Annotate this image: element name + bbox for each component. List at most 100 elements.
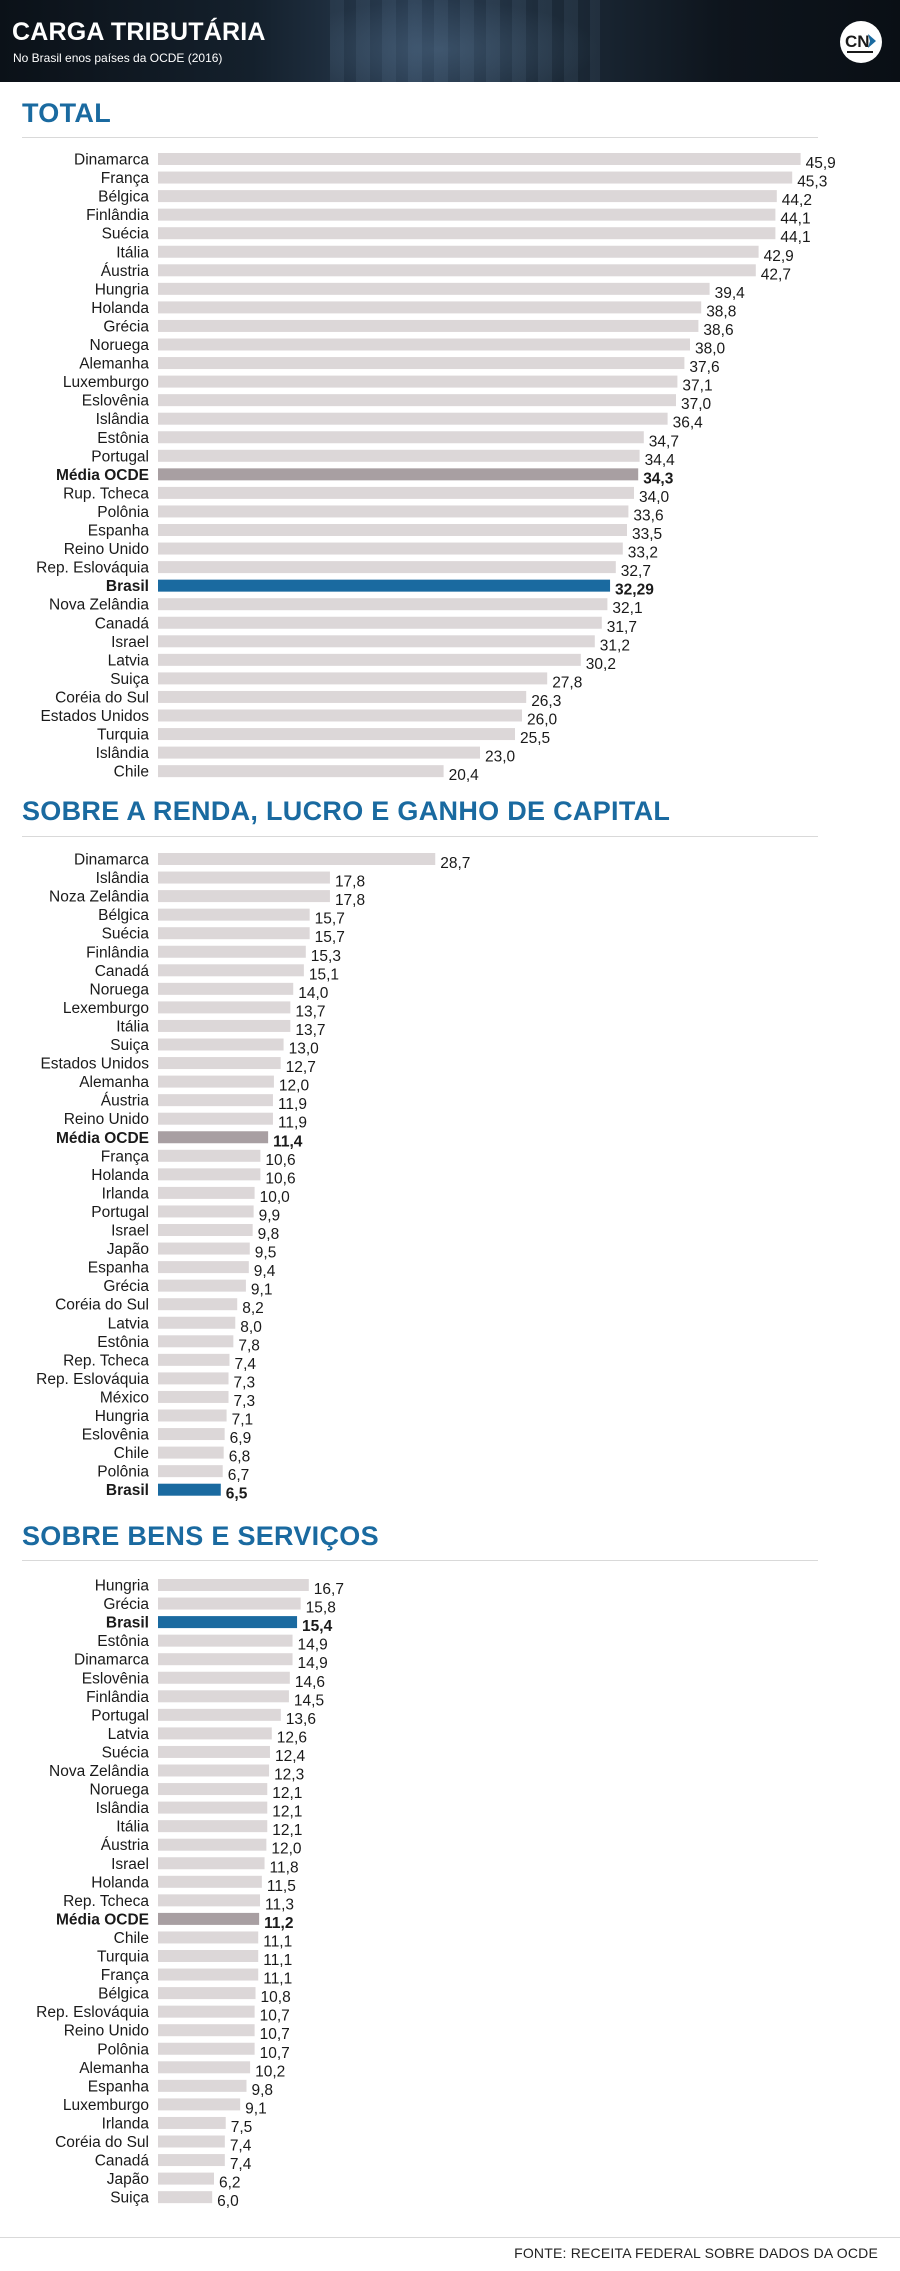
category-label: Brasil: [106, 578, 149, 595]
category-label: Israel: [111, 1223, 149, 1240]
bar: [158, 505, 629, 518]
category-label: Israel: [111, 1856, 149, 1873]
value-label: 31,2: [600, 637, 630, 654]
bar: [158, 1001, 291, 1014]
bar: [158, 728, 515, 741]
bar: [158, 412, 668, 425]
value-label: 32,7: [621, 563, 651, 580]
bar: [158, 1205, 254, 1218]
value-label: 33,2: [628, 545, 658, 562]
bar: [158, 1465, 223, 1478]
bar: [158, 1634, 293, 1647]
value-label: 15,3: [311, 948, 341, 965]
value-label: 12,1: [272, 1804, 302, 1821]
category-label: Latvia: [108, 1315, 150, 1332]
category-label: Chile: [114, 1930, 149, 1947]
bar: [158, 1801, 268, 1814]
bar: [158, 1838, 267, 1851]
category-label: Turquia: [97, 1949, 149, 1966]
bar: [158, 1372, 229, 1385]
value-label: 32,29: [615, 582, 654, 599]
category-label: Espanha: [88, 523, 150, 540]
category-label: Hungria: [95, 1408, 150, 1425]
category-label: Canadá: [95, 963, 150, 980]
value-label: 10,6: [265, 1152, 295, 1169]
value-label: 9,1: [251, 1282, 273, 1299]
bar: [158, 190, 777, 203]
bar: [158, 746, 480, 759]
bar: [158, 672, 548, 685]
category-label: Turquia: [97, 727, 149, 744]
bar-chart-1: Dinamarca 45,9 França 45,3 Bélgica 44,2 Finlân…: [36, 152, 836, 785]
category-label: Chile: [114, 1445, 149, 1462]
bar: [158, 1298, 238, 1311]
bar: [158, 653, 581, 666]
category-label: Israel: [111, 634, 149, 651]
value-label: 8,0: [240, 1319, 262, 1336]
bar: [158, 468, 639, 481]
category-label: Polônia: [97, 2041, 149, 2058]
bar: [158, 431, 644, 444]
category-label: Suécia: [102, 1744, 150, 1761]
value-label: 8,2: [242, 1300, 264, 1317]
category-label: Bélgica: [98, 189, 149, 206]
value-label: 12,3: [274, 1767, 304, 1784]
category-label: Rep. Tcheca: [63, 1893, 149, 1910]
category-label: Islândia: [96, 870, 150, 887]
bar: [158, 1820, 268, 1833]
value-label: 13,7: [295, 1022, 325, 1039]
value-label: 37,0: [681, 396, 712, 413]
category-label: Nova Zelândia: [49, 1763, 149, 1780]
category-label: Reino Unido: [64, 541, 149, 558]
category-label: Hungria: [95, 1578, 150, 1595]
cnt-logo-icon: CN: [840, 21, 882, 63]
category-label: Noruega: [90, 1782, 150, 1799]
category-label: Coréia do Sul: [55, 2134, 149, 2151]
value-label: 7,1: [232, 1412, 254, 1429]
category-label: Dinamarca: [74, 852, 149, 869]
bar: [158, 2135, 225, 2148]
value-label: 23,0: [485, 749, 516, 766]
bar: [158, 1149, 261, 1162]
bar: [158, 2154, 225, 2167]
value-label: 11,1: [263, 1952, 292, 1969]
category-label: Rep. Eslováquia: [36, 560, 149, 577]
value-label: 39,4: [715, 285, 746, 302]
bar: [158, 2042, 255, 2055]
category-label: Suiça: [110, 2190, 149, 2207]
value-label: 9,9: [259, 1207, 281, 1224]
value-label: 28,7: [440, 855, 470, 872]
category-label: Suécia: [102, 926, 150, 943]
bar: [158, 1131, 269, 1144]
value-label: 44,1: [780, 211, 810, 228]
bar: [158, 1446, 224, 1459]
value-label: 11,9: [278, 1096, 307, 1113]
category-label: Estados Unidos: [40, 708, 149, 725]
value-label: 45,3: [797, 174, 827, 191]
category-label: Portugal: [91, 448, 149, 465]
bar: [158, 2191, 213, 2204]
bar: [158, 2079, 247, 2092]
value-label: 10,6: [265, 1170, 295, 1187]
bar: [158, 871, 330, 884]
category-label: Dinamarca: [74, 152, 149, 169]
bar: [158, 2061, 251, 2074]
value-label: 38,6: [703, 322, 733, 339]
bar: [158, 394, 676, 407]
value-label: 7,3: [234, 1374, 256, 1391]
category-label: Áustria: [101, 1837, 150, 1854]
bar: [158, 1242, 250, 1255]
bar: [158, 765, 444, 778]
category-label: Finlândia: [86, 207, 149, 224]
value-label: 7,5: [231, 2119, 253, 2136]
bar: [158, 1931, 259, 1944]
bar: [158, 709, 522, 722]
category-label: França: [101, 1967, 150, 1984]
category-label: Brasil: [106, 1615, 149, 1632]
value-label: 27,8: [552, 674, 582, 691]
bar: [158, 208, 776, 221]
value-label: 26,3: [531, 693, 561, 710]
category-label: Polônia: [97, 1464, 149, 1481]
bar: [158, 449, 640, 462]
category-label: Alemanha: [79, 1074, 149, 1091]
